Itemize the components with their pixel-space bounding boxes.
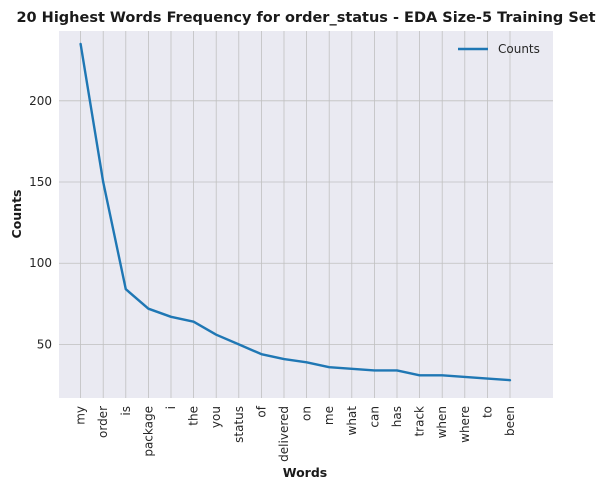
x-tick-label: to	[480, 406, 494, 418]
x-tick-labels: my order is package i the you status of delivered…	[74, 405, 517, 462]
y-tick-label: 150	[29, 175, 52, 189]
series-layer	[79, 42, 512, 382]
x-tick-label: track	[413, 406, 427, 437]
series-line-counts	[79, 42, 512, 382]
chart-title: 20 Highest Words Frequency for order_sta…	[16, 10, 595, 26]
x-tick-label: i	[164, 406, 178, 409]
x-tick-label: of	[254, 405, 268, 417]
x-tick-label: is	[119, 406, 133, 416]
y-axis-label: Counts	[9, 190, 24, 239]
x-tick-label: has	[390, 406, 404, 427]
x-tick-label: what	[345, 406, 359, 436]
y-tick-labels: 50 100 150 200	[29, 94, 52, 352]
x-tick-label: status	[232, 406, 246, 443]
x-axis-label: Words	[283, 465, 327, 480]
x-tick-label: delivered	[277, 406, 291, 462]
x-tick-label: can	[367, 406, 381, 428]
x-tick-label: order	[96, 406, 110, 438]
x-tick-label: you	[209, 406, 223, 428]
x-tick-label: been	[503, 406, 517, 436]
x-tick-label: me	[322, 406, 336, 425]
y-tick-label: 100	[29, 256, 52, 270]
x-tick-label: where	[458, 406, 472, 443]
plot-area	[59, 31, 553, 398]
grid-lines	[59, 31, 553, 398]
y-tick-label: 50	[37, 337, 52, 351]
x-tick-label: package	[141, 406, 155, 457]
x-tick-label: the	[187, 406, 201, 426]
x-tick-label: on	[300, 406, 314, 421]
legend-label-counts: Counts	[498, 42, 540, 56]
legend: Counts	[458, 42, 540, 56]
y-tick-label: 200	[29, 94, 52, 108]
x-tick-label: my	[74, 406, 88, 425]
x-tick-label: when	[435, 406, 449, 438]
